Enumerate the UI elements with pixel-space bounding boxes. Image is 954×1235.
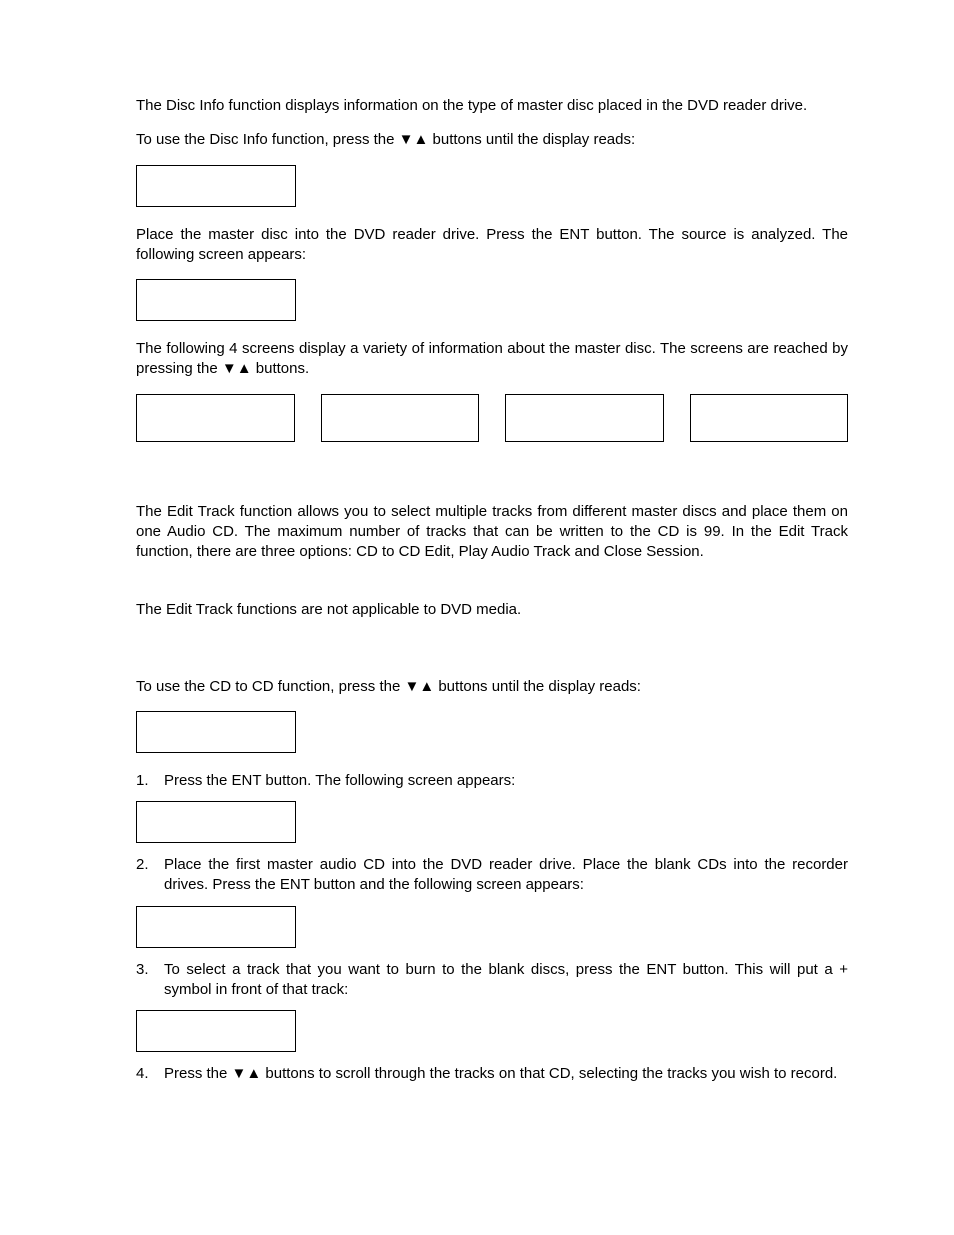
step-number: 4. bbox=[136, 1064, 164, 1084]
text-pre: To use the CD to CD function, press the bbox=[136, 678, 404, 695]
arrow-icons: ▼▲ bbox=[399, 131, 429, 148]
display-box-step2 bbox=[136, 906, 296, 948]
arrow-icons: ▼▲ bbox=[232, 1065, 262, 1082]
text-pre: To use the Disc Info function, press the bbox=[136, 131, 399, 148]
display-box-step1 bbox=[136, 801, 296, 843]
display-box-2 bbox=[136, 279, 296, 321]
step-body: To select a track that you want to burn … bbox=[164, 960, 848, 1001]
steps-list: 1. Press the ENT button. The following s… bbox=[136, 771, 848, 1085]
step-1: 1. Press the ENT button. The following s… bbox=[136, 771, 848, 843]
four-screens-para: The following 4 screens display a variet… bbox=[136, 339, 848, 380]
arrow-icons: ▼▲ bbox=[404, 678, 434, 695]
text-post: buttons. bbox=[252, 360, 310, 377]
step-4: 4. Press the ▼▲ buttons to scroll throug… bbox=[136, 1064, 848, 1084]
step-3: 3. To select a track that you want to bu… bbox=[136, 960, 848, 1053]
edit-track-intro: The Edit Track function allows you to se… bbox=[136, 502, 848, 563]
cd-to-cd-para: To use the CD to CD function, press the … bbox=[136, 677, 848, 697]
step-number: 2. bbox=[136, 855, 164, 896]
step-number: 3. bbox=[136, 960, 164, 1001]
step-2: 2. Place the first master audio CD into … bbox=[136, 855, 848, 948]
place-master-para: Place the master disc into the DVD reade… bbox=[136, 225, 848, 266]
disc-info-use: To use the Disc Info function, press the… bbox=[136, 130, 848, 150]
text-post: buttons until the display reads: bbox=[428, 131, 635, 148]
text-post: buttons to scroll through the tracks on … bbox=[261, 1065, 837, 1082]
edit-track-note: The Edit Track functions are not applica… bbox=[136, 600, 848, 620]
step-body: Place the first master audio CD into the… bbox=[164, 855, 848, 896]
display-box-row-4 bbox=[690, 394, 849, 442]
arrow-icons: ▼▲ bbox=[222, 360, 252, 377]
display-box-step3 bbox=[136, 1010, 296, 1052]
display-box-1 bbox=[136, 165, 296, 207]
step-body: Press the ▼▲ buttons to scroll through t… bbox=[164, 1064, 848, 1084]
step-number: 1. bbox=[136, 771, 164, 791]
display-box-row-3 bbox=[505, 394, 664, 442]
display-box-cd bbox=[136, 711, 296, 753]
step-body: Press the ENT button. The following scre… bbox=[164, 771, 848, 791]
text-post: buttons until the display reads: bbox=[434, 678, 641, 695]
display-box-row bbox=[136, 394, 848, 442]
disc-info-intro: The Disc Info function displays informat… bbox=[136, 96, 848, 116]
display-box-row-2 bbox=[321, 394, 480, 442]
text-pre: Press the bbox=[164, 1065, 232, 1082]
display-box-row-1 bbox=[136, 394, 295, 442]
